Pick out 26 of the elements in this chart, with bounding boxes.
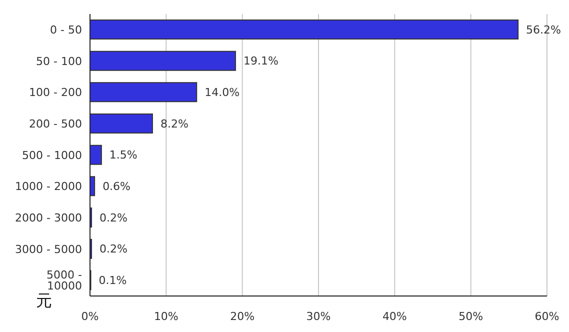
y-axis-title: 元: [36, 291, 52, 310]
y-tick-label: 500 - 1000: [22, 148, 82, 162]
x-tick-label: 40%: [382, 310, 407, 323]
x-tick-label: 50%: [458, 310, 484, 323]
y-tick-label: 0 - 50: [50, 24, 82, 37]
data-label: 1.5%: [109, 148, 138, 162]
x-tick-label: 30%: [306, 310, 331, 323]
data-label: 56.2%: [526, 23, 562, 36]
data-label: 0.2%: [100, 242, 128, 256]
y-tick-label: 3000 - 5000: [15, 242, 82, 256]
y-tick-label: 200 - 500: [29, 118, 82, 131]
y-tick-label: 1000 - 2000: [15, 180, 82, 194]
data-label: 0.6%: [102, 180, 131, 194]
x-tick-label: 10%: [154, 310, 178, 323]
data-label: 8.2%: [160, 117, 188, 130]
x-tick-label: 20%: [230, 310, 255, 323]
x-tick-label: 60%: [534, 310, 560, 323]
y-tick-label: 2000 - 3000: [15, 212, 82, 225]
y-tick-label: 5000 - 10000: [46, 268, 82, 293]
data-label: 14.0%: [204, 86, 240, 100]
data-label: 0.1%: [98, 274, 127, 288]
y-tick-label: 50 - 100: [36, 54, 82, 68]
y-tick-label: 100 - 200: [29, 86, 82, 100]
data-label: 19.1%: [243, 54, 278, 68]
x-tick-label: 0%: [81, 310, 99, 323]
data-label: 0.2%: [100, 211, 128, 224]
